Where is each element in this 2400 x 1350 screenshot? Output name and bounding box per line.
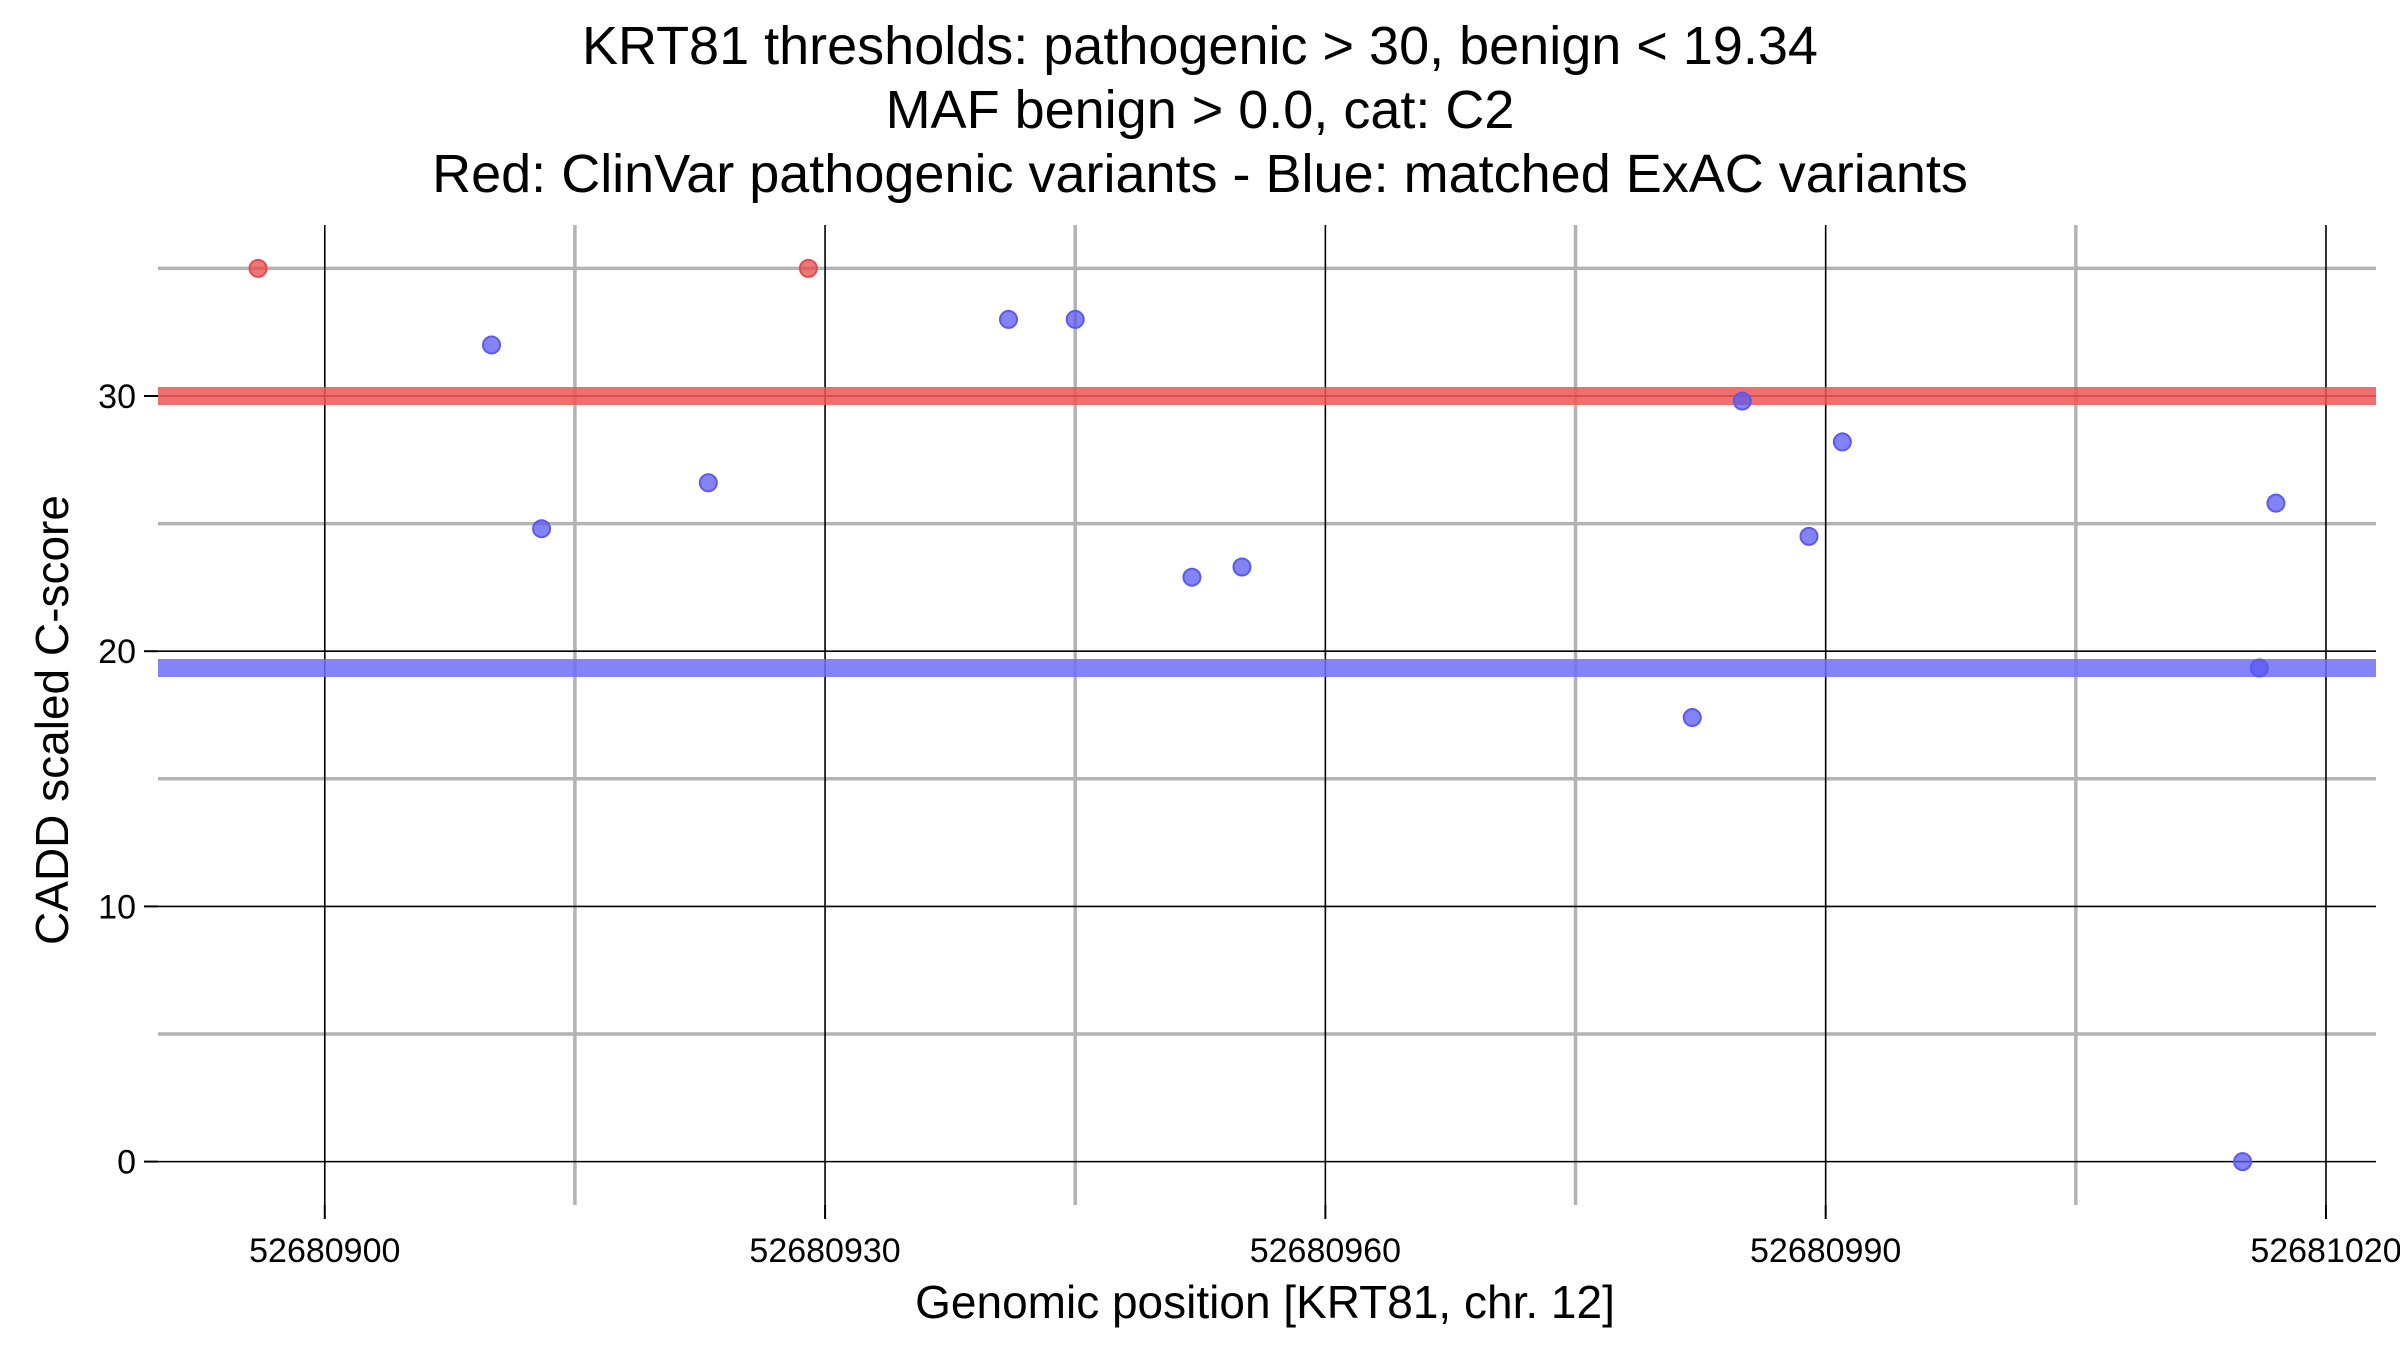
exac-variant-point — [1232, 557, 1252, 577]
y-tick-label: 20 — [98, 633, 136, 671]
grid-lines — [158, 225, 2376, 1205]
title-line-1: KRT81 thresholds: pathogenic > 30, benig… — [582, 16, 1818, 76]
y-axis-title: CADD scaled C-score — [26, 495, 78, 945]
exac-variant-point — [1065, 309, 1085, 329]
clinvar-pathogenic-point — [798, 258, 818, 278]
y-tick-label: 0 — [117, 1144, 136, 1182]
clinvar-pathogenic-point — [248, 258, 268, 278]
y-tick-label: 30 — [98, 378, 136, 416]
exac-variant-point — [482, 335, 502, 355]
title-line-2: MAF benign > 0.0, cat: C2 — [885, 80, 1515, 140]
exac-variant-point — [2266, 493, 2286, 513]
exac-variant-point — [1832, 432, 1852, 452]
exac-variant-point — [1682, 708, 1702, 728]
exac-variant-point — [1732, 391, 1752, 411]
title-line-3: Red: ClinVar pathogenic variants - Blue:… — [432, 144, 1968, 204]
exac-variant-point — [698, 473, 718, 493]
x-tick-label: 52681020 — [2250, 1232, 2400, 1270]
exac-variant-point — [2249, 658, 2269, 678]
threshold-lines — [158, 386, 2376, 678]
x-tick-label: 52680960 — [1250, 1232, 1401, 1270]
x-tick-label: 52680990 — [1750, 1232, 1901, 1270]
chart-title: KRT81 thresholds: pathogenic > 30, benig… — [0, 14, 2400, 206]
x-axis-title: Genomic position [KRT81, chr. 12] — [915, 1276, 1615, 1328]
exac-variant-point — [999, 309, 1019, 329]
y-tick-label: 10 — [98, 888, 136, 926]
exac-variant-point — [1799, 526, 1819, 546]
axes: 0 10 20 30 52680900 52680930 52680960 52680990 5… — [98, 378, 2400, 1270]
x-tick-label: 52680900 — [249, 1232, 400, 1270]
data-points — [248, 258, 2286, 1172]
exac-variant-point — [2233, 1152, 2253, 1172]
exac-variant-point — [532, 519, 552, 539]
x-tick-label: 52680930 — [749, 1232, 900, 1270]
exac-variant-point — [1182, 567, 1202, 587]
